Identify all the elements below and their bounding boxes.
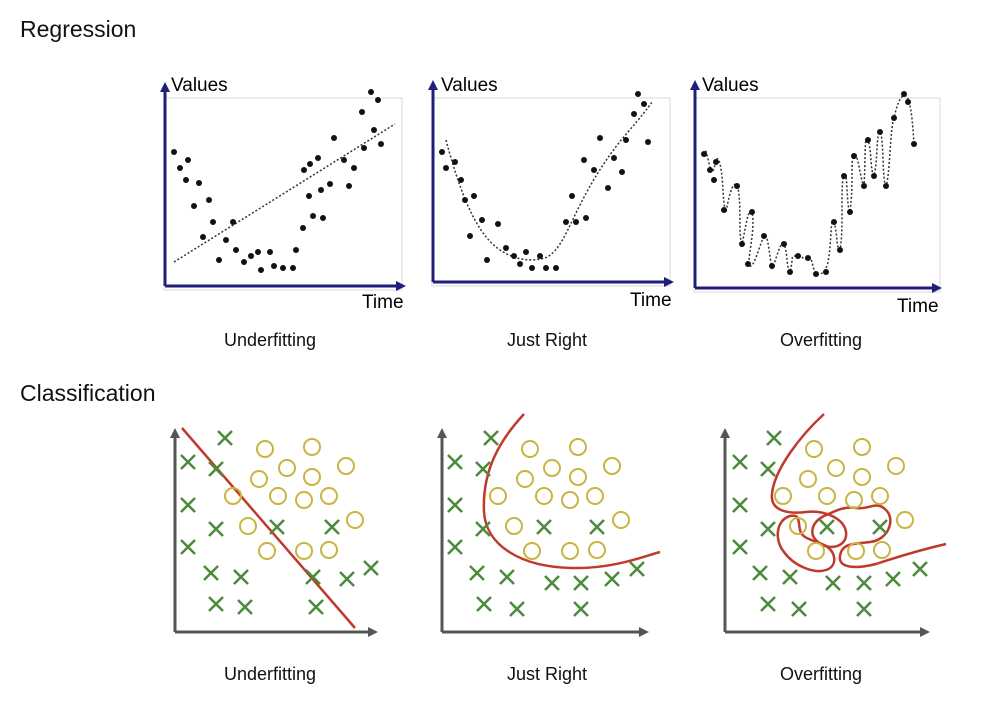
regression-title: Regression [20,16,137,42]
fit-curve [703,94,915,276]
classification-just-right-label: Just Right [506,664,588,684]
o-class-marks [489,438,630,560]
regression-just-right-plot: Values Time [428,75,674,311]
fit-line [173,123,396,263]
decision-boundary-pocket [776,514,836,573]
x-axis-label: Time [897,296,939,317]
data-points [171,89,384,273]
decision-boundary-upper [770,413,947,569]
x-axis-label: Time [362,292,404,313]
regression-overfitting-label: Overfitting [779,330,863,350]
o-class-marks [774,438,914,560]
x-class-marks [732,430,928,617]
plot-frame [693,97,941,293]
plot-frame [431,97,671,287]
y-axis-label: Values [441,75,498,96]
classification-underfitting-plot [170,427,379,637]
classification-underfitting-label: Underfitting [223,664,317,684]
decision-boundary [482,413,661,570]
x-axis-label: Time [630,290,672,311]
regression-just-right-label: Just Right [506,330,588,350]
data-points [701,91,917,277]
o-class-marks [224,438,364,560]
classification-title: Classification [20,380,156,406]
fit-curve [445,101,653,261]
regression-underfitting-plot: Values Time [160,75,406,313]
data-points [439,91,651,271]
regression-overfitting-plot: Values Time [690,75,942,317]
classification-overfitting-plot [720,413,947,637]
classification-overfitting-label: Overfitting [779,664,863,684]
x-class-marks [447,430,645,617]
x-class-marks [180,430,379,615]
y-axis-label: Values [171,75,228,96]
regression-underfitting-label: Underfitting [223,330,317,350]
y-axis-label: Values [702,75,759,96]
decision-boundary [181,427,356,629]
classification-just-right-plot [437,413,661,637]
